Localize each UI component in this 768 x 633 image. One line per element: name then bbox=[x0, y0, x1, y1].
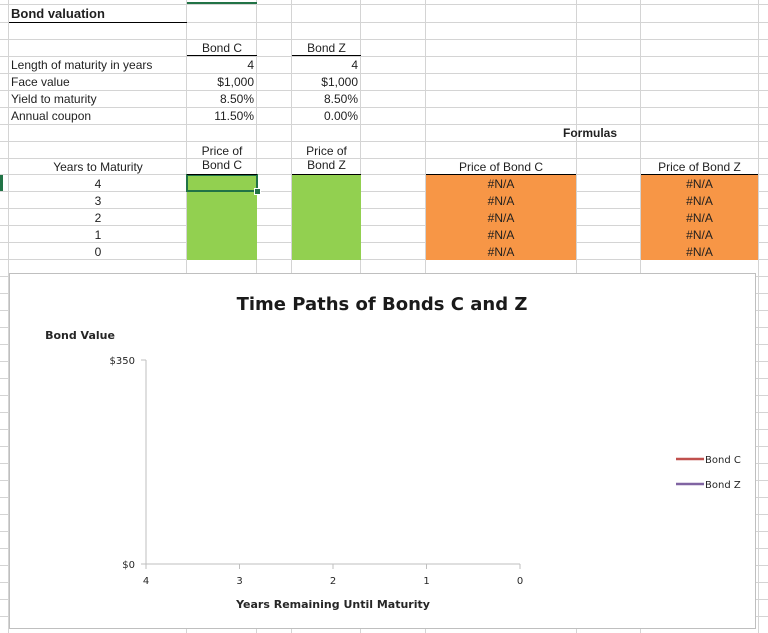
title-underline bbox=[9, 22, 187, 23]
table-header-underline-fz bbox=[641, 174, 758, 175]
y-tick-label: $350 bbox=[110, 356, 135, 367]
row-selection-marker bbox=[0, 175, 3, 191]
input-block-bond-c[interactable] bbox=[187, 175, 257, 260]
formula-z-cell[interactable]: #N/A bbox=[686, 177, 713, 191]
formula-z-cell[interactable]: #N/A bbox=[686, 211, 713, 225]
year-cell[interactable]: 2 bbox=[94, 211, 102, 225]
cell-c-maturity[interactable]: 4 bbox=[247, 58, 254, 72]
column-selection-marker bbox=[187, 2, 257, 4]
formula-c-cell[interactable]: #N/A bbox=[487, 211, 515, 225]
formula-block-bond-z bbox=[641, 175, 758, 260]
formula-block-bond-c bbox=[426, 175, 576, 260]
header-bond-c-underline bbox=[187, 55, 257, 56]
y-tick-label: $0 bbox=[122, 560, 135, 571]
formula-c-cell[interactable]: #N/A bbox=[487, 177, 515, 191]
x-tick-label: 4 bbox=[143, 576, 149, 587]
formula-c-cell[interactable]: #N/A bbox=[487, 194, 515, 208]
x-tick-label: 2 bbox=[330, 576, 336, 587]
header-bond-z-underline bbox=[292, 55, 361, 56]
table-header-underline-z bbox=[292, 174, 361, 175]
formulas-label: Formulas bbox=[562, 126, 617, 140]
row-label-coupon: Annual coupon bbox=[11, 109, 92, 123]
x-tick-label: 0 bbox=[517, 576, 523, 587]
cell-c-ytm[interactable]: 8.50% bbox=[219, 92, 254, 106]
x-tick-label: 3 bbox=[236, 576, 242, 587]
header-bond-z: Bond Z bbox=[307, 41, 346, 55]
formula-c-cell[interactable]: #N/A bbox=[487, 245, 515, 259]
chart-title: Time Paths of Bonds C and Z bbox=[237, 294, 528, 315]
row-label-face-value: Face value bbox=[11, 75, 70, 89]
year-cell[interactable]: 4 bbox=[94, 177, 102, 191]
chart-area[interactable]: Time Paths of Bonds C and Z Bond Value Yea… bbox=[9, 273, 756, 629]
price-z-header-line1: Price of bbox=[306, 144, 347, 158]
header-bond-c: Bond C bbox=[201, 41, 243, 55]
cell-z-ytm[interactable]: 8.50% bbox=[323, 92, 358, 106]
cell-z-face-value[interactable]: $1,000 bbox=[321, 75, 358, 89]
cell-z-maturity[interactable]: 4 bbox=[351, 58, 358, 72]
legend-label: Bond Z bbox=[705, 480, 741, 491]
years-header: Years to Maturity bbox=[53, 160, 143, 174]
table-header-underline-c bbox=[187, 174, 257, 175]
price-c-header-line2: Bond C bbox=[201, 158, 243, 172]
formula-z-cell[interactable]: #N/A bbox=[686, 245, 713, 259]
formula-z-cell[interactable]: #N/A bbox=[686, 194, 713, 208]
price-c-header-line1: Price of bbox=[201, 144, 243, 158]
input-block-bond-z[interactable] bbox=[292, 175, 361, 260]
active-cell[interactable] bbox=[186, 174, 258, 192]
row-label-maturity: Length of maturity in years bbox=[11, 58, 153, 72]
year-cell[interactable]: 0 bbox=[94, 245, 102, 259]
fill-handle[interactable] bbox=[254, 188, 261, 195]
y-axis-title: Bond Value bbox=[45, 329, 115, 342]
table-header-underline-fc bbox=[426, 174, 576, 175]
sheet-title: Bond valuation bbox=[11, 6, 105, 21]
x-tick-label: 1 bbox=[423, 576, 429, 587]
line-chart: Time Paths of Bonds C and Z Bond Value Yea… bbox=[45, 294, 741, 611]
formula-c-cell[interactable]: #N/A bbox=[487, 228, 515, 242]
row-label-ytm: Yield to maturity bbox=[11, 92, 97, 106]
legend-label: Bond C bbox=[705, 455, 741, 466]
cell-c-face-value[interactable]: $1,000 bbox=[217, 75, 254, 89]
formula-z-cell[interactable]: #N/A bbox=[686, 228, 713, 242]
formula-c-header: Price of Bond C bbox=[458, 160, 544, 174]
year-cell[interactable]: 1 bbox=[94, 228, 102, 242]
year-cell[interactable]: 3 bbox=[94, 194, 102, 208]
x-axis-title: Years Remaining Until Maturity bbox=[235, 598, 430, 611]
price-z-header-line2: Bond Z bbox=[307, 158, 346, 172]
cell-c-coupon[interactable]: 11.50% bbox=[214, 109, 254, 123]
formula-z-header: Price of Bond Z bbox=[658, 160, 741, 174]
cell-z-coupon[interactable]: 0.00% bbox=[323, 109, 358, 123]
